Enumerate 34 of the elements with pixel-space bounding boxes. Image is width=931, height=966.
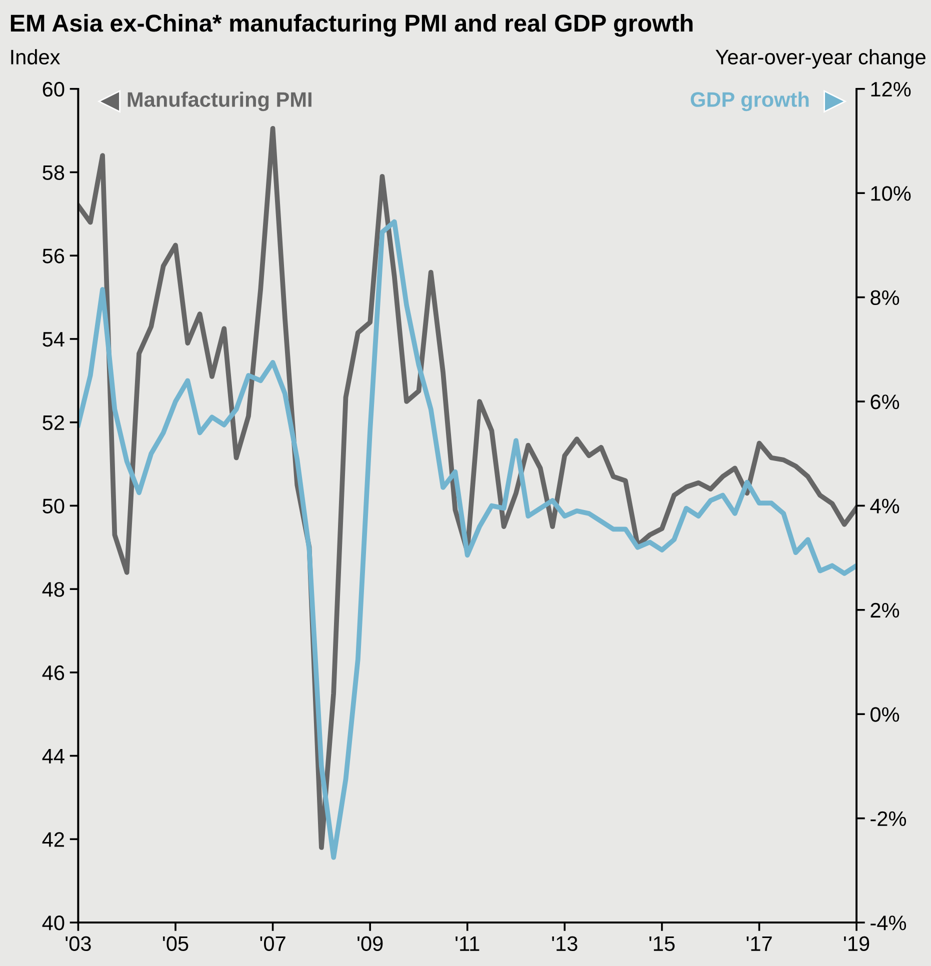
y2-tick-label: 6% (870, 394, 900, 410)
x-tick-label: '13 (552, 936, 578, 952)
y-tick-label: 44 (42, 749, 64, 764)
y2-tick-label: 2% (870, 602, 900, 618)
x-tick-label: '17 (746, 936, 772, 951)
y-tick-label: 46 (42, 665, 64, 680)
text: GDP growth (690, 92, 809, 112)
y2-tick-label: 0% (870, 707, 900, 722)
y2-tick-label: -4% (870, 916, 906, 930)
x-tick-label: '19 (844, 936, 870, 952)
y-tick-label: 52 (42, 415, 64, 430)
chart-title: EM Asia ex-China* manufacturing PMI and real GDP growth (10, 14, 693, 37)
y-tick-label: 48 (42, 582, 64, 597)
y-tick-label: 40 (42, 916, 64, 930)
y-tick-label: 50 (42, 498, 64, 514)
y2-tick-label: 10% (871, 186, 911, 201)
y-tick-label: 54 (42, 332, 64, 347)
y2-tick-label: 12% (871, 82, 911, 97)
y-tick-label: 56 (42, 248, 64, 264)
y-tick-label: 58 (42, 165, 64, 180)
y-tick-label: 42 (42, 832, 64, 847)
x-tick-label: '03 (66, 936, 91, 952)
x-tick-label: '15 (649, 936, 675, 952)
x-tick-label: '07 (260, 936, 286, 952)
y2-axis-title: Year-over-year change (716, 49, 926, 69)
legend-label: Manufacturing PMI (128, 92, 312, 112)
y2-tick-label: 4% (870, 498, 900, 514)
x-tick-label: '11 (456, 936, 480, 951)
y-axis-title: Index (11, 49, 60, 64)
y2-tick-label: 8% (870, 290, 900, 306)
y-tick-label: 60 (42, 82, 64, 97)
x-tick-label: '09 (358, 936, 383, 952)
x-tick-label: '05 (162, 936, 188, 952)
y2-tick-label: -2% (870, 811, 906, 826)
